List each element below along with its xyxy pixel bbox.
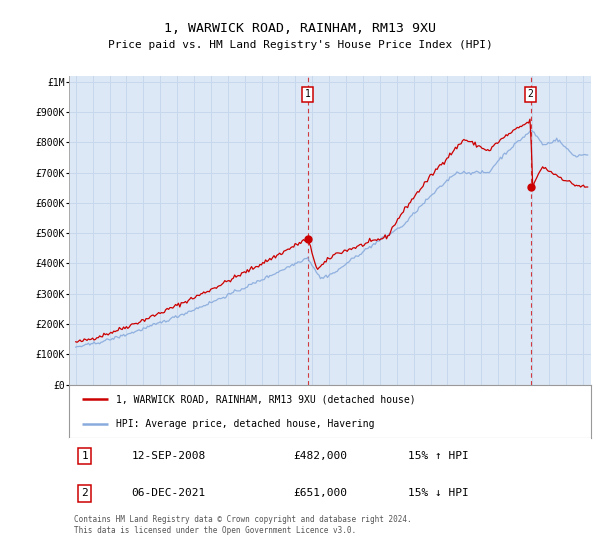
Text: 1, WARWICK ROAD, RAINHAM, RM13 9XU: 1, WARWICK ROAD, RAINHAM, RM13 9XU	[164, 22, 436, 35]
Text: 15% ↑ HPI: 15% ↑ HPI	[409, 451, 469, 461]
Text: Contains HM Land Registry data © Crown copyright and database right 2024.
This d: Contains HM Land Registry data © Crown c…	[74, 515, 412, 535]
Text: 2: 2	[81, 488, 88, 498]
Text: £651,000: £651,000	[293, 488, 347, 498]
Text: 1, WARWICK ROAD, RAINHAM, RM13 9XU (detached house): 1, WARWICK ROAD, RAINHAM, RM13 9XU (deta…	[116, 394, 416, 404]
Text: Price paid vs. HM Land Registry's House Price Index (HPI): Price paid vs. HM Land Registry's House …	[107, 40, 493, 50]
Text: 1: 1	[81, 451, 88, 461]
Text: 12-SEP-2008: 12-SEP-2008	[131, 451, 206, 461]
Text: 1: 1	[305, 89, 310, 99]
Text: HPI: Average price, detached house, Havering: HPI: Average price, detached house, Have…	[116, 419, 374, 429]
Text: 06-DEC-2021: 06-DEC-2021	[131, 488, 206, 498]
Text: 15% ↓ HPI: 15% ↓ HPI	[409, 488, 469, 498]
Text: 2: 2	[527, 89, 533, 99]
Text: £482,000: £482,000	[293, 451, 347, 461]
